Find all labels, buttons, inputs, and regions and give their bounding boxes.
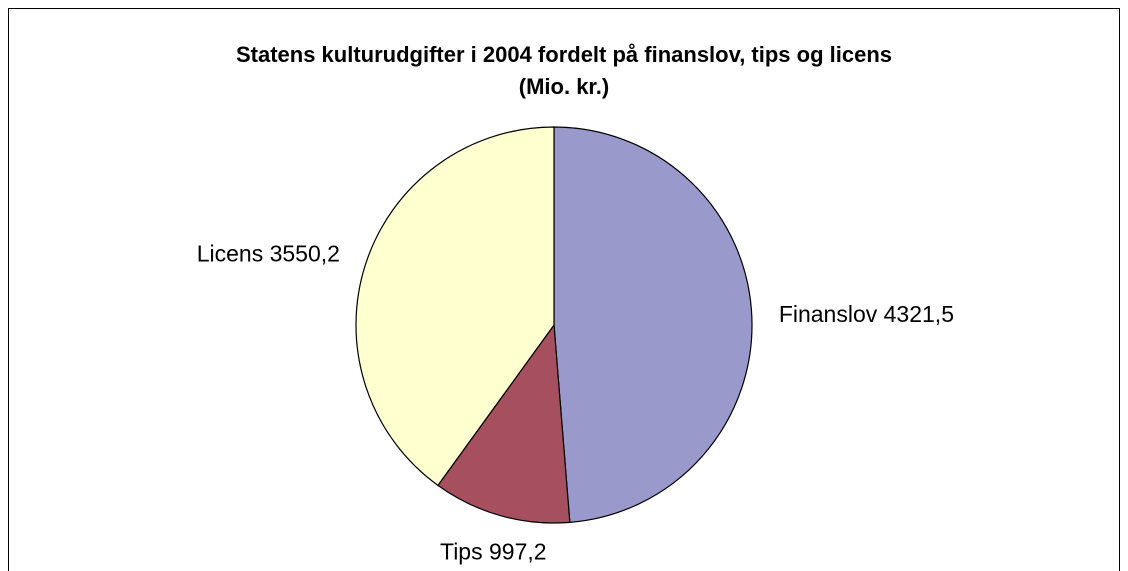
- slice-category: Tips: [440, 539, 483, 565]
- slice-label: Finanslov 4321,5: [779, 301, 954, 327]
- slice-value: 997,2: [489, 539, 547, 565]
- slice-category: Licens: [197, 241, 263, 267]
- slice-value: 3550,2: [270, 241, 340, 267]
- pie-slice: [553, 126, 753, 524]
- chart-title: Statens kulturudgifter i 2004 fordelt på…: [236, 42, 892, 67]
- pie-slice: [437, 323, 571, 524]
- slice-category: Finanslov: [779, 301, 878, 327]
- slice-label: Tips 997,2: [440, 539, 547, 565]
- chart-subtitle: (Mio. kr.): [519, 74, 609, 99]
- slice-label: Licens 3550,2: [197, 241, 340, 267]
- pie-slice: [355, 126, 555, 487]
- slice-value: 4321,5: [884, 301, 954, 327]
